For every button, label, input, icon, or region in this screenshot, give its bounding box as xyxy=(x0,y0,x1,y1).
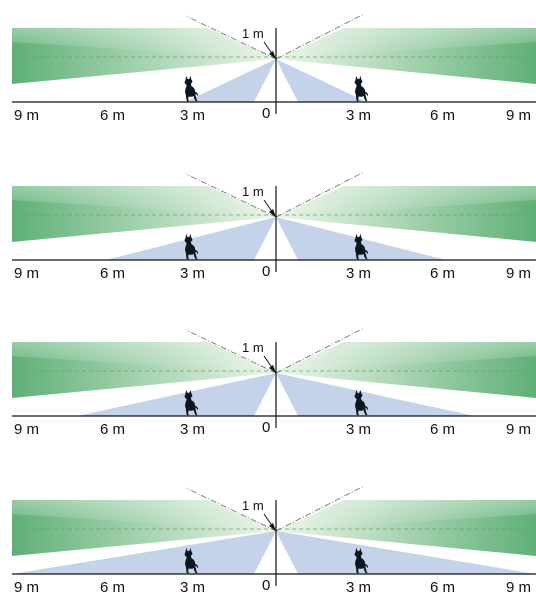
height-label: 1 m xyxy=(242,184,264,199)
clear-wedge-left xyxy=(181,174,276,217)
detection-zone-right xyxy=(276,186,536,242)
height-arrow-icon xyxy=(269,51,276,59)
clear-wedge-left xyxy=(181,488,276,531)
tick-label-right-3m: 3 m xyxy=(346,421,371,438)
height-label: 1 m xyxy=(242,26,264,41)
pet-zone-left xyxy=(77,373,276,416)
tick-label-right-6m: 6 m xyxy=(430,421,455,438)
dog-silhouette-icon xyxy=(354,75,369,102)
clear-wedge-right xyxy=(276,488,371,531)
upper-boundary-left xyxy=(185,487,277,532)
panel-2: 1 m 9 m 6 m 3 m 0 3 m 6 m 9 m xyxy=(12,171,536,282)
tick-label-left-3m: 3 m xyxy=(180,265,205,282)
height-arrow-icon xyxy=(269,523,276,531)
pet-zone-right xyxy=(276,59,367,102)
tick-label-left-9m: 9 m xyxy=(14,579,39,596)
panel-4: 1 m 9 m 6 m 3 m 0 3 m 6 m 9 m xyxy=(12,485,536,596)
tick-label-left-3m: 3 m xyxy=(180,107,205,124)
upper-boundary-left xyxy=(185,15,277,60)
tick-label-left-9m: 9 m xyxy=(14,421,39,438)
upper-boundary-left xyxy=(185,329,277,374)
tick-label-origin: 0 xyxy=(262,105,270,122)
tick-label-right-6m: 6 m xyxy=(430,579,455,596)
clear-wedge-left xyxy=(181,330,276,373)
detection-zone-left xyxy=(12,186,276,242)
pet-zone-right xyxy=(276,531,536,574)
tick-label-right-3m: 3 m xyxy=(346,265,371,282)
detection-zone-right xyxy=(276,500,536,556)
height-arrow-icon xyxy=(269,365,276,373)
tick-label-origin: 0 xyxy=(262,419,270,436)
tick-label-right-3m: 3 m xyxy=(346,107,371,124)
upper-boundary-right xyxy=(275,327,365,374)
upper-boundary-right xyxy=(275,13,365,60)
tick-label-left-6m: 6 m xyxy=(100,107,125,124)
detection-zone-left xyxy=(12,342,276,398)
clear-wedge-right xyxy=(276,174,371,217)
height-arrow-icon xyxy=(269,209,276,217)
detection-zone-right xyxy=(276,342,536,398)
tick-label-left-6m: 6 m xyxy=(100,579,125,596)
pet-zone-left xyxy=(185,59,276,102)
upper-boundary-right xyxy=(275,171,365,218)
pet-zone-left xyxy=(105,217,276,260)
upper-boundary-left xyxy=(185,173,277,218)
tick-label-left-6m: 6 m xyxy=(100,421,125,438)
detection-zone-right xyxy=(276,28,536,84)
tick-label-right-9m: 9 m xyxy=(506,421,531,438)
detection-zone-left xyxy=(12,500,276,556)
clear-wedge-right xyxy=(276,16,371,59)
detection-zone-left xyxy=(12,28,276,84)
pet-zone-right xyxy=(276,373,475,416)
upper-boundary-right xyxy=(275,485,365,532)
tick-label-origin: 0 xyxy=(262,577,270,594)
tick-label-left-9m: 9 m xyxy=(14,265,39,282)
tick-label-left-3m: 3 m xyxy=(180,421,205,438)
tick-label-right-6m: 6 m xyxy=(430,107,455,124)
tick-label-right-9m: 9 m xyxy=(506,579,531,596)
clear-wedge-right xyxy=(276,330,371,373)
tick-label-left-9m: 9 m xyxy=(14,107,39,124)
panel-3: 1 m 9 m 6 m 3 m 0 3 m 6 m 9 m xyxy=(12,327,536,438)
clear-wedge-left xyxy=(181,16,276,59)
height-label: 1 m xyxy=(242,340,264,355)
tick-label-left-6m: 6 m xyxy=(100,265,125,282)
tick-label-right-9m: 9 m xyxy=(506,107,531,124)
panel-1: 1 m 9 m 6 m 3 m 0 3 m 6 m 9 m xyxy=(12,13,536,124)
height-label: 1 m xyxy=(242,498,264,513)
tick-label-right-3m: 3 m xyxy=(346,579,371,596)
tick-label-right-6m: 6 m xyxy=(430,265,455,282)
pet-zone-right xyxy=(276,217,447,260)
tick-label-origin: 0 xyxy=(262,263,270,280)
tick-label-right-9m: 9 m xyxy=(506,265,531,282)
pet-zone-left xyxy=(12,531,276,574)
tick-label-left-3m: 3 m xyxy=(180,579,205,596)
